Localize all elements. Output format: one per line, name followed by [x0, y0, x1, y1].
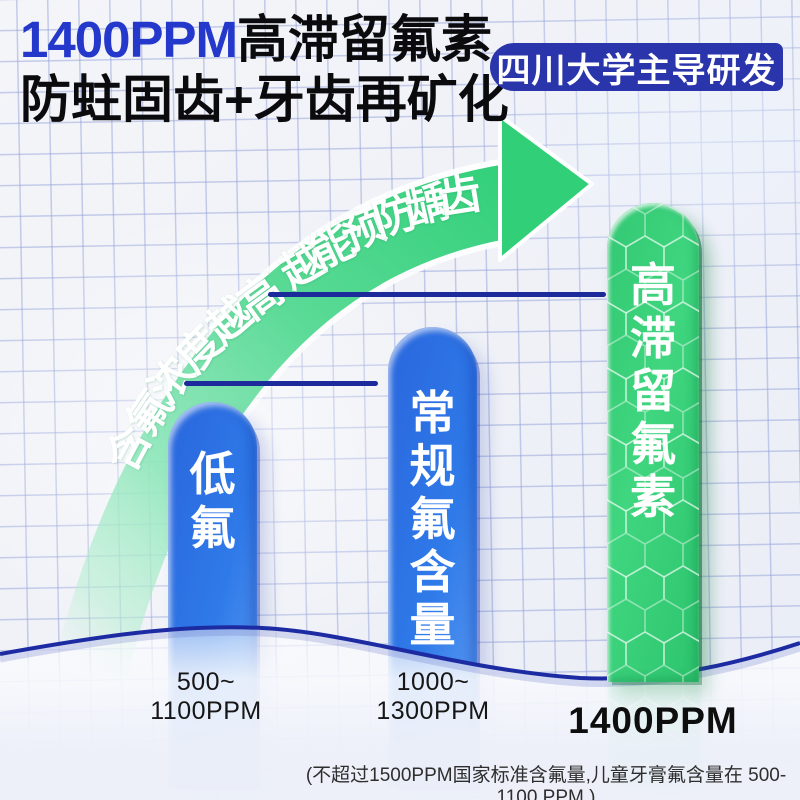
range-line1: 1000~	[396, 668, 470, 696]
reference-line-top	[268, 292, 606, 297]
range-line2: 1300PPM	[376, 697, 490, 725]
footnote: (不超过1500PPM国家标准含氟量,儿童牙膏氟含量在 500-1100 PPM…	[305, 765, 787, 800]
bar-label-char: 规	[409, 440, 456, 492]
headline: 1400PPM高滞留氟素 防蛀固齿+牙齿再矿化	[20, 10, 509, 130]
range-line1: 500~	[176, 668, 236, 696]
bar-label-char: 氟	[189, 502, 236, 554]
reference-line-mid	[184, 381, 378, 386]
bar-label-char: 留	[630, 365, 676, 417]
headline-line2: 防蛀固齿+牙齿再矿化	[20, 71, 509, 128]
value-label-high: 1400PPM	[568, 700, 738, 741]
bar-label-char: 低	[189, 448, 236, 500]
bar-label-char: 高	[630, 259, 676, 311]
bar-label-char: 滞	[630, 312, 676, 364]
bar-label-char: 常	[409, 387, 456, 439]
arrow-band	[52, 163, 522, 689]
hex-pattern	[607, 203, 699, 682]
bar-label-char: 氟	[409, 493, 456, 545]
research-badge: 四川大学主导研发	[490, 43, 783, 91]
bar-label-char: 氟	[630, 418, 676, 470]
headline-line1-rest: 高滞留氟素	[236, 11, 492, 68]
bar-label-char: 量	[409, 599, 456, 651]
wave-fill	[0, 627, 800, 800]
range-label-regular: 1000~ 1300PPM	[343, 668, 523, 726]
range-label-low: 500~ 1100PPM	[116, 668, 296, 726]
bar-label-char: 含	[409, 546, 456, 598]
headline-line1: 1400PPM高滞留氟素	[20, 10, 509, 70]
bar-label-char: 素	[630, 471, 676, 523]
range-line2: 1100PPM	[150, 697, 262, 725]
arrow-head	[498, 114, 594, 262]
bar-high-fluoride: 高 滞 留 氟 素	[607, 203, 699, 682]
headline-highlight: 1400PPM	[20, 11, 238, 68]
research-badge-label: 四川大学主导研发	[496, 51, 777, 90]
